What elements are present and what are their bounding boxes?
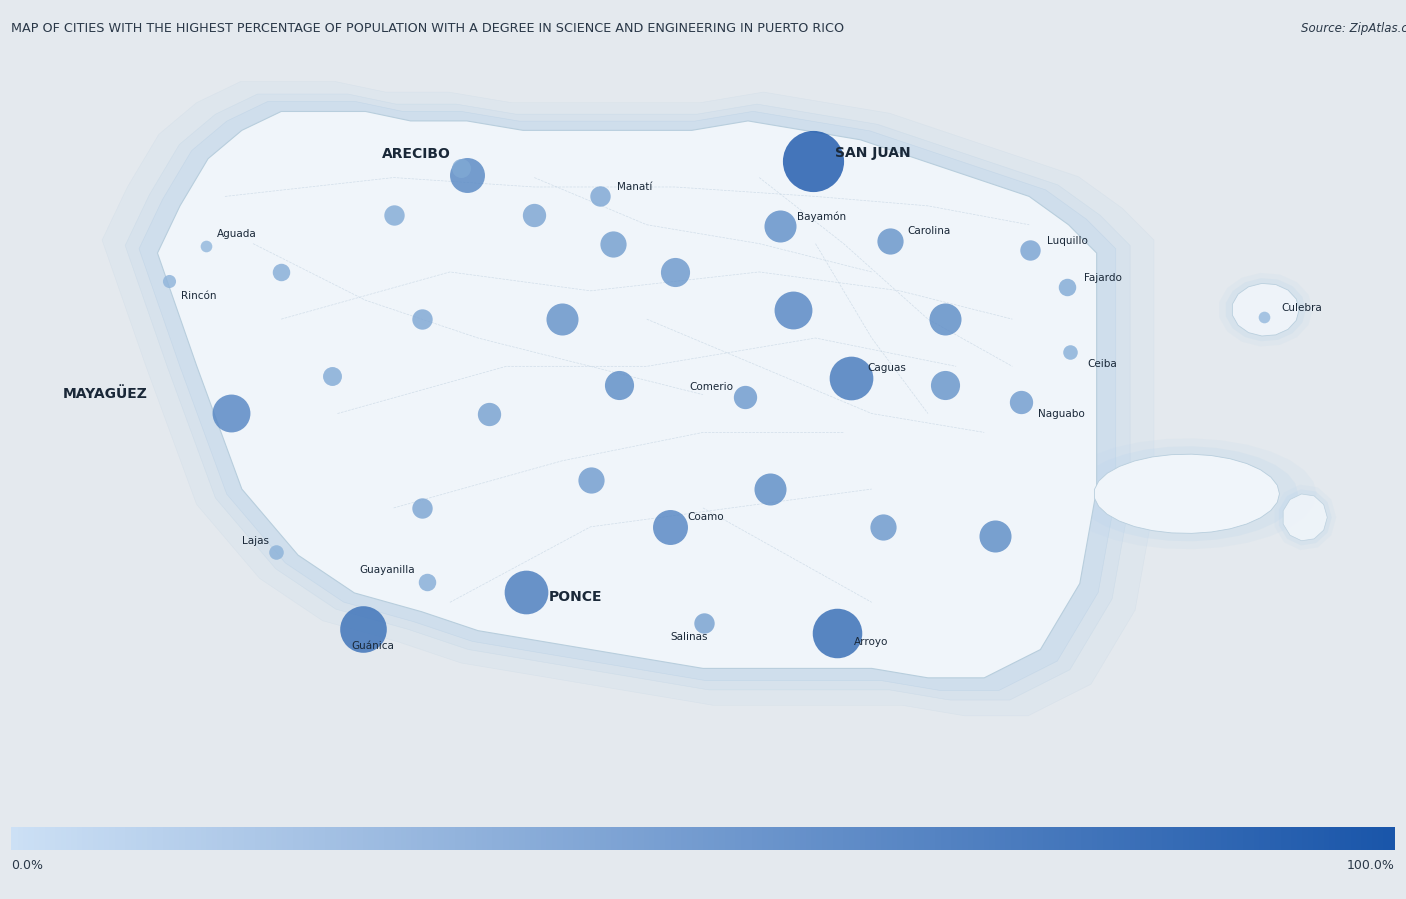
Point xyxy=(934,378,956,392)
Point xyxy=(416,574,439,589)
Point xyxy=(523,209,546,223)
Polygon shape xyxy=(1094,454,1279,533)
Text: Manatí: Manatí xyxy=(617,182,652,192)
Point xyxy=(321,369,343,383)
Polygon shape xyxy=(125,94,1130,700)
Point xyxy=(879,234,901,248)
Polygon shape xyxy=(103,82,1154,716)
Text: Bayamón: Bayamón xyxy=(797,211,846,221)
Text: MAP OF CITIES WITH THE HIGHEST PERCENTAGE OF POPULATION WITH A DEGREE IN SCIENCE: MAP OF CITIES WITH THE HIGHEST PERCENTAG… xyxy=(11,22,845,35)
Text: SAN JUAN: SAN JUAN xyxy=(835,146,911,160)
Polygon shape xyxy=(1219,273,1313,346)
Point xyxy=(664,265,686,280)
Point xyxy=(934,312,956,326)
Text: Arroyo: Arroyo xyxy=(855,637,889,647)
Point xyxy=(602,236,624,251)
Point xyxy=(219,405,242,420)
Polygon shape xyxy=(1226,278,1306,342)
Point xyxy=(579,473,602,487)
Text: Caguas: Caguas xyxy=(868,363,907,373)
Point xyxy=(607,378,630,392)
Text: Aguada: Aguada xyxy=(217,229,257,239)
Text: PONCE: PONCE xyxy=(548,590,602,603)
Point xyxy=(782,303,804,317)
Text: Fajardo: Fajardo xyxy=(1084,272,1122,282)
Point xyxy=(1059,345,1081,360)
Text: Guayanilla: Guayanilla xyxy=(360,565,415,575)
Text: Carolina: Carolina xyxy=(907,227,950,236)
Text: 0.0%: 0.0% xyxy=(11,859,44,872)
Point xyxy=(1019,243,1042,257)
Text: Rincón: Rincón xyxy=(180,290,217,300)
Point xyxy=(839,370,862,385)
Text: Luquillo: Luquillo xyxy=(1047,236,1088,245)
Point xyxy=(769,218,792,233)
Polygon shape xyxy=(139,102,1116,690)
Text: Guánica: Guánica xyxy=(352,641,394,651)
Point xyxy=(352,621,374,636)
Point xyxy=(515,584,537,599)
Text: Lajas: Lajas xyxy=(242,536,270,546)
Point xyxy=(411,501,433,515)
Point xyxy=(759,482,782,496)
Polygon shape xyxy=(1233,283,1299,336)
Point xyxy=(382,209,405,223)
Polygon shape xyxy=(1284,494,1327,540)
Text: Source: ZipAtlas.com: Source: ZipAtlas.com xyxy=(1301,22,1406,35)
Polygon shape xyxy=(1275,485,1336,550)
Text: Culebra: Culebra xyxy=(1281,303,1322,313)
Point xyxy=(456,167,478,182)
Point xyxy=(693,616,716,630)
Text: Naguabo: Naguabo xyxy=(1038,408,1085,419)
Point xyxy=(157,274,180,289)
Polygon shape xyxy=(1057,439,1316,549)
Text: Ceiba: Ceiba xyxy=(1087,359,1116,369)
Point xyxy=(801,154,824,168)
Point xyxy=(1253,310,1275,325)
Point xyxy=(1010,395,1032,409)
Point xyxy=(478,406,501,421)
Point xyxy=(270,265,292,280)
Point xyxy=(1056,280,1078,294)
Point xyxy=(589,190,612,204)
Point xyxy=(551,312,574,326)
Polygon shape xyxy=(1076,446,1298,541)
Text: MAYAGÜEZ: MAYAGÜEZ xyxy=(62,387,148,401)
Text: ARECIBO: ARECIBO xyxy=(382,147,451,161)
Point xyxy=(450,161,472,175)
Point xyxy=(872,520,894,534)
Point xyxy=(411,312,433,326)
Text: Comerio: Comerio xyxy=(689,382,733,392)
Polygon shape xyxy=(1279,489,1331,546)
Polygon shape xyxy=(157,111,1097,678)
Point xyxy=(194,238,217,253)
Text: Coamo: Coamo xyxy=(688,512,724,522)
Point xyxy=(984,530,1007,544)
Text: 100.0%: 100.0% xyxy=(1347,859,1395,872)
Point xyxy=(659,520,682,534)
Point xyxy=(734,389,756,404)
Point xyxy=(264,545,287,559)
Point xyxy=(827,626,849,640)
Text: Salinas: Salinas xyxy=(671,632,707,642)
